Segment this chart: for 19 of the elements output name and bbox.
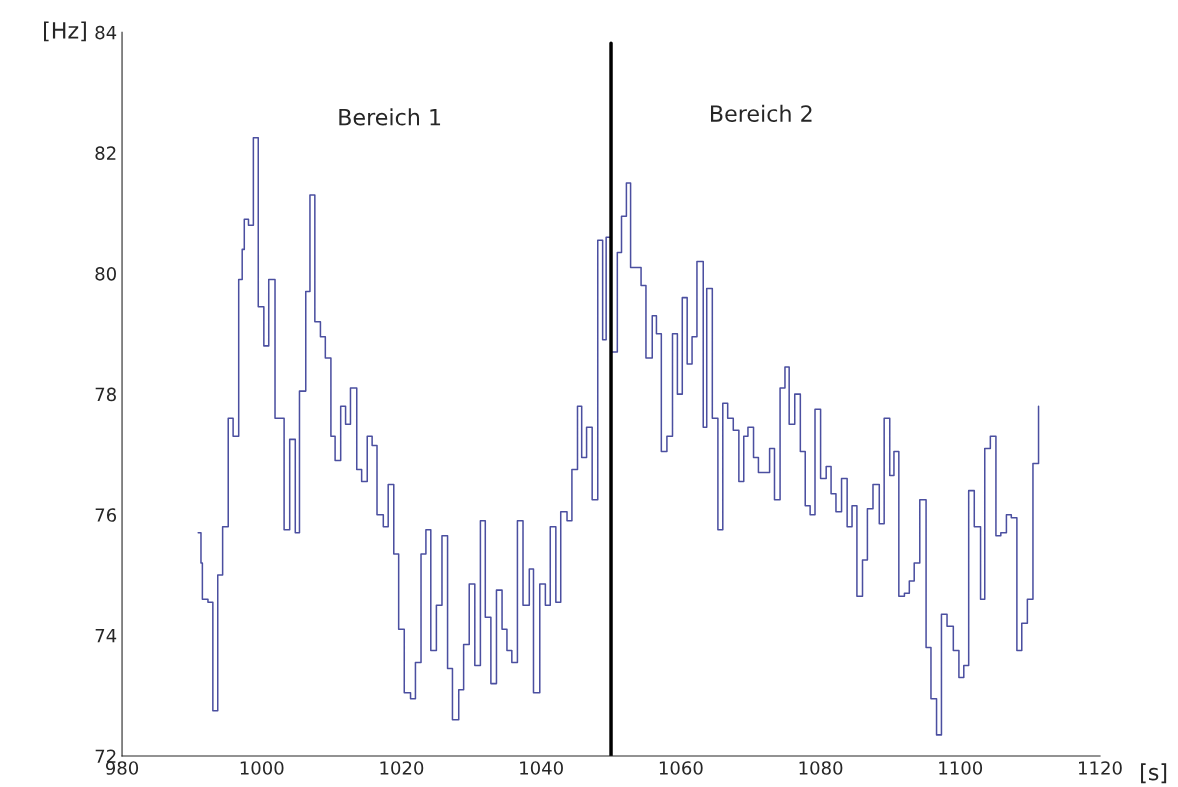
x-tick-label: 980 bbox=[105, 761, 139, 775]
x-tick-label: 1120 bbox=[1079, 761, 1122, 775]
x-tick-label: 1060 bbox=[659, 761, 703, 775]
x-tick-label: 1020 bbox=[380, 761, 424, 775]
y-tick-label: 82 bbox=[95, 146, 116, 160]
x-tick-label: 1080 bbox=[799, 761, 843, 775]
x-tick-label: 1100 bbox=[939, 761, 983, 775]
y-tick-label: 72 bbox=[95, 749, 116, 763]
y-tick-label: 78 bbox=[95, 387, 116, 402]
x-tick-label: 1000 bbox=[240, 761, 284, 775]
y-tick-label: 74 bbox=[95, 629, 117, 643]
y-tick-label: 80 bbox=[95, 266, 116, 281]
annotation: Bereich 1 bbox=[339, 108, 441, 126]
x-axis-title: [s] bbox=[1141, 763, 1167, 784]
x-tick-label: 1040 bbox=[520, 761, 563, 775]
y-tick-label: 76 bbox=[95, 508, 117, 522]
annotation: Bereich 2 bbox=[711, 104, 812, 122]
y-tick-label: 84 bbox=[95, 25, 117, 40]
y-axis-title: [Hz] bbox=[44, 21, 86, 42]
